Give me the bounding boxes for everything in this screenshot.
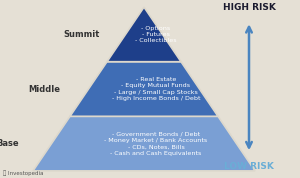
Text: Base: Base bbox=[0, 139, 19, 148]
Text: Ⓢ Investopedia: Ⓢ Investopedia bbox=[3, 171, 43, 176]
Polygon shape bbox=[70, 62, 218, 116]
Text: HIGH RISK: HIGH RISK bbox=[223, 3, 275, 12]
Text: Middle: Middle bbox=[28, 85, 61, 93]
Polygon shape bbox=[33, 116, 255, 171]
Polygon shape bbox=[107, 7, 181, 62]
Text: - Government Bonds / Debt
- Money Market / Bank Accounts
- CDs, Notes, Bills
- C: - Government Bonds / Debt - Money Market… bbox=[104, 132, 208, 156]
Text: - Options
- Futures
- Collectibles: - Options - Futures - Collectibles bbox=[135, 25, 177, 43]
Text: - Real Estate
- Equity Mutual Funds
- Large / Small Cap Stocks
- High Income Bon: - Real Estate - Equity Mutual Funds - La… bbox=[112, 77, 200, 101]
Text: Summit: Summit bbox=[63, 30, 100, 39]
Text: LOW RISK: LOW RISK bbox=[224, 162, 274, 171]
